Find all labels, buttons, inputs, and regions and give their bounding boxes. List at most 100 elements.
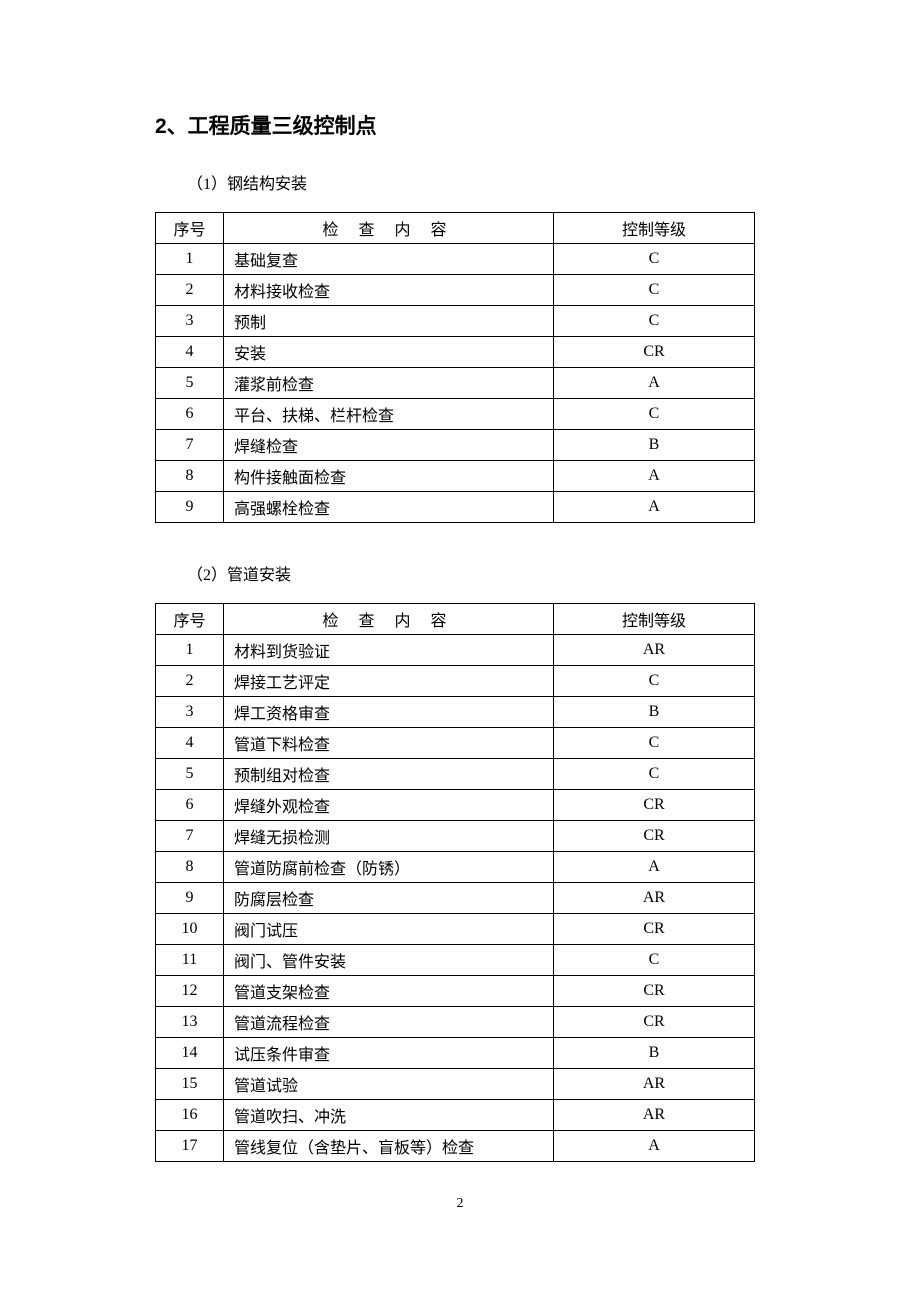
cell-content: 构件接触面检查 <box>224 461 554 492</box>
cell-num: 3 <box>156 697 224 728</box>
cell-content: 管道支架检查 <box>224 976 554 1007</box>
cell-level: A <box>554 1131 755 1162</box>
cell-content: 基础复查 <box>224 244 554 275</box>
header-level: 控制等级 <box>554 213 755 244</box>
table-row: 5灌浆前检查A <box>156 368 755 399</box>
table-row: 16管道吹扫、冲洗AR <box>156 1100 755 1131</box>
cell-level: A <box>554 492 755 523</box>
subsection-2-title: （2）管道安装 <box>187 561 755 585</box>
subsection-1-title: （1）钢结构安装 <box>187 170 755 194</box>
header-num: 序号 <box>156 604 224 635</box>
cell-num: 13 <box>156 1007 224 1038</box>
cell-content: 管道吹扫、冲洗 <box>224 1100 554 1131</box>
cell-content: 焊工资格审查 <box>224 697 554 728</box>
cell-num: 4 <box>156 337 224 368</box>
cell-num: 16 <box>156 1100 224 1131</box>
table-row: 13管道流程检查CR <box>156 1007 755 1038</box>
table-row: 12管道支架检查CR <box>156 976 755 1007</box>
cell-content: 焊缝检查 <box>224 430 554 461</box>
table-row: 11阀门、管件安装C <box>156 945 755 976</box>
cell-level: AR <box>554 1069 755 1100</box>
section-heading: 2、工程质量三级控制点 <box>155 110 755 140</box>
table-row: 1材料到货验证AR <box>156 635 755 666</box>
table-row: 9防腐层检查AR <box>156 883 755 914</box>
cell-level: A <box>554 368 755 399</box>
cell-num: 11 <box>156 945 224 976</box>
cell-content: 焊缝无损检测 <box>224 821 554 852</box>
table-row: 7焊缝检查B <box>156 430 755 461</box>
table-header-row: 序号 检 查 内 容 控制等级 <box>156 604 755 635</box>
cell-content: 材料到货验证 <box>224 635 554 666</box>
cell-level: CR <box>554 914 755 945</box>
cell-content: 管道下料检查 <box>224 728 554 759</box>
cell-content: 管道流程检查 <box>224 1007 554 1038</box>
cell-level: C <box>554 945 755 976</box>
cell-content: 高强螺栓检查 <box>224 492 554 523</box>
cell-num: 2 <box>156 275 224 306</box>
cell-content: 焊缝外观检查 <box>224 790 554 821</box>
cell-level: CR <box>554 821 755 852</box>
table-row: 2焊接工艺评定C <box>156 666 755 697</box>
cell-level: C <box>554 244 755 275</box>
cell-content: 试压条件审查 <box>224 1038 554 1069</box>
table-row: 2材料接收检查C <box>156 275 755 306</box>
cell-num: 7 <box>156 430 224 461</box>
cell-level: C <box>554 759 755 790</box>
cell-content: 阀门试压 <box>224 914 554 945</box>
cell-content: 管线复位（含垫片、盲板等）检查 <box>224 1131 554 1162</box>
table-row: 9高强螺栓检查A <box>156 492 755 523</box>
cell-num: 6 <box>156 399 224 430</box>
table-row: 8管道防腐前检查（防锈）A <box>156 852 755 883</box>
cell-level: AR <box>554 883 755 914</box>
cell-level: B <box>554 697 755 728</box>
cell-num: 6 <box>156 790 224 821</box>
cell-num: 1 <box>156 244 224 275</box>
cell-num: 5 <box>156 759 224 790</box>
table-row: 1基础复查C <box>156 244 755 275</box>
cell-num: 8 <box>156 461 224 492</box>
table-row: 8构件接触面检查A <box>156 461 755 492</box>
header-content: 检 查 内 容 <box>224 213 554 244</box>
cell-content: 管道试验 <box>224 1069 554 1100</box>
header-num: 序号 <box>156 213 224 244</box>
table-row: 7焊缝无损检测CR <box>156 821 755 852</box>
cell-num: 5 <box>156 368 224 399</box>
header-level: 控制等级 <box>554 604 755 635</box>
cell-content: 材料接收检查 <box>224 275 554 306</box>
cell-level: CR <box>554 790 755 821</box>
cell-num: 4 <box>156 728 224 759</box>
cell-num: 12 <box>156 976 224 1007</box>
cell-content: 防腐层检查 <box>224 883 554 914</box>
table-row: 17管线复位（含垫片、盲板等）检查A <box>156 1131 755 1162</box>
cell-content: 平台、扶梯、栏杆检查 <box>224 399 554 430</box>
cell-level: AR <box>554 1100 755 1131</box>
cell-content: 焊接工艺评定 <box>224 666 554 697</box>
cell-num: 15 <box>156 1069 224 1100</box>
cell-level: A <box>554 852 755 883</box>
cell-level: C <box>554 306 755 337</box>
page-number: 2 <box>0 1196 920 1212</box>
cell-num: 1 <box>156 635 224 666</box>
table-row: 3预制C <box>156 306 755 337</box>
cell-content: 阀门、管件安装 <box>224 945 554 976</box>
cell-num: 14 <box>156 1038 224 1069</box>
cell-level: C <box>554 275 755 306</box>
cell-content: 管道防腐前检查（防锈） <box>224 852 554 883</box>
cell-level: C <box>554 666 755 697</box>
table-row: 14试压条件审查B <box>156 1038 755 1069</box>
cell-num: 8 <box>156 852 224 883</box>
cell-num: 2 <box>156 666 224 697</box>
cell-num: 7 <box>156 821 224 852</box>
cell-level: B <box>554 1038 755 1069</box>
table-row: 4管道下料检查C <box>156 728 755 759</box>
cell-level: C <box>554 399 755 430</box>
cell-content: 灌浆前检查 <box>224 368 554 399</box>
table-row: 4安装CR <box>156 337 755 368</box>
cell-num: 3 <box>156 306 224 337</box>
header-content: 检 查 内 容 <box>224 604 554 635</box>
table-row: 15管道试验AR <box>156 1069 755 1100</box>
cell-level: AR <box>554 635 755 666</box>
cell-level: CR <box>554 337 755 368</box>
table-row: 6焊缝外观检查CR <box>156 790 755 821</box>
cell-level: A <box>554 461 755 492</box>
